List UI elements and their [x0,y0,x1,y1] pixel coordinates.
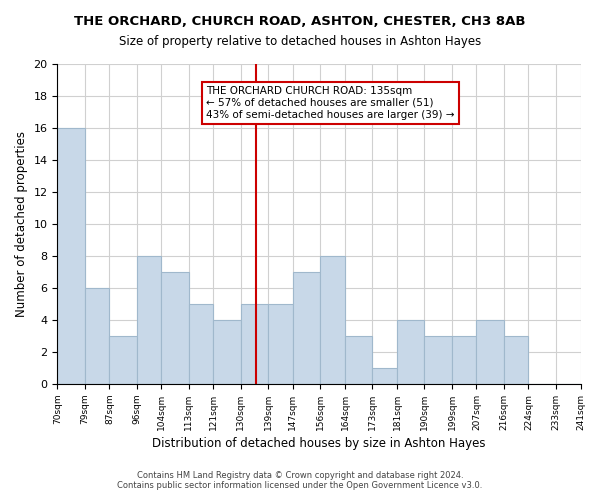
Bar [161,272,189,384]
Bar [345,336,373,384]
Text: Size of property relative to detached houses in Ashton Hayes: Size of property relative to detached ho… [119,35,481,48]
Text: THE ORCHARD, CHURCH ROAD, ASHTON, CHESTER, CH3 8AB: THE ORCHARD, CHURCH ROAD, ASHTON, CHESTE… [74,15,526,28]
Bar [397,320,424,384]
Bar [452,336,476,384]
Bar [268,304,293,384]
Text: Contains HM Land Registry data © Crown copyright and database right 2024.
Contai: Contains HM Land Registry data © Crown c… [118,470,482,490]
Bar [58,128,85,384]
X-axis label: Distribution of detached houses by size in Ashton Hayes: Distribution of detached houses by size … [152,437,486,450]
Y-axis label: Number of detached properties: Number of detached properties [15,131,28,317]
Bar [320,256,345,384]
Bar [476,320,504,384]
Bar [189,304,214,384]
Bar [241,304,268,384]
Bar [293,272,320,384]
Bar [214,320,241,384]
Bar [373,368,397,384]
Text: THE ORCHARD CHURCH ROAD: 135sqm
← 57% of detached houses are smaller (51)
43% of: THE ORCHARD CHURCH ROAD: 135sqm ← 57% of… [206,86,455,120]
Bar [137,256,161,384]
Bar [424,336,452,384]
Bar [109,336,137,384]
Bar [85,288,109,384]
Bar [504,336,529,384]
